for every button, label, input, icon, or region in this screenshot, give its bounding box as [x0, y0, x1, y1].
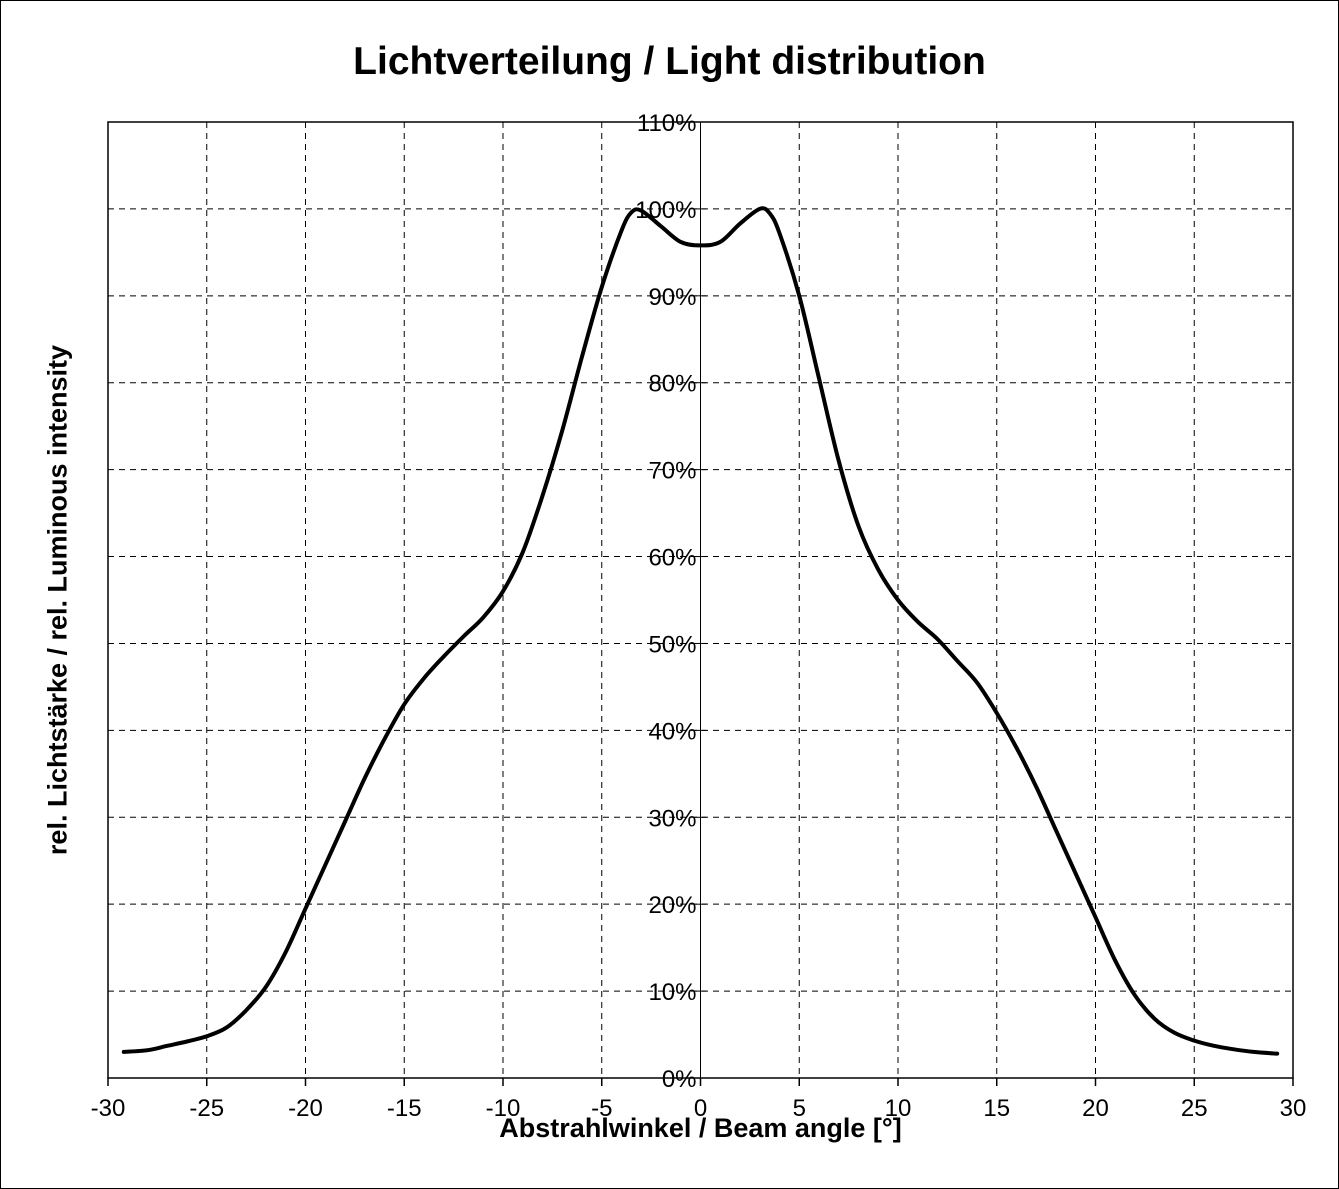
gridlines	[108, 122, 1293, 1078]
x-tick-label: -25	[189, 1095, 224, 1122]
y-tick-label: 0%	[662, 1066, 697, 1093]
y-tick-label: 110%	[637, 110, 697, 137]
x-tick-label: -15	[387, 1095, 422, 1122]
x-tick-label: -5	[591, 1095, 612, 1122]
x-tick-label: -30	[91, 1095, 126, 1122]
x-tick-label: 20	[1082, 1095, 1109, 1122]
y-axis-label: rel. Lichtstärke / rel. Luminous intensi…	[42, 344, 73, 856]
y-tick-label: 30%	[648, 805, 696, 832]
x-tick-label: 10	[885, 1095, 912, 1122]
series-line	[121, 206, 1280, 1056]
x-tick-label: 25	[1181, 1095, 1208, 1122]
y-tick-label: 70%	[648, 458, 696, 485]
y-tick-label: 90%	[648, 284, 696, 311]
y-tick-label: 50%	[648, 631, 696, 658]
x-tick-label: 0	[694, 1095, 707, 1122]
x-tick-label: -20	[288, 1095, 323, 1122]
axis-ticks: -30 -25 -20 -15 -10 -5 0 5 10 15 20 25 30 0% 10% 20% 30%…	[91, 110, 1307, 1122]
y-tick-label: 10%	[648, 979, 696, 1006]
x-tick-label: 15	[983, 1095, 1010, 1122]
y-tick-label: 20%	[648, 892, 696, 919]
x-tick-label: 5	[793, 1095, 806, 1122]
x-axis-label: Abstrahlwinkel / Beam angle [°]	[499, 1113, 902, 1143]
y-tick-label: 60%	[648, 545, 696, 572]
series-layer	[121, 206, 1280, 1056]
y-tick-label: 100%	[635, 197, 696, 224]
y-tick-label: 40%	[648, 718, 696, 745]
x-tick-label: -10	[486, 1095, 521, 1122]
x-tick-label: 30	[1280, 1095, 1307, 1122]
chart-title: Lichtverteilung / Light distribution	[353, 40, 986, 83]
y-tick-label: 80%	[648, 371, 696, 398]
